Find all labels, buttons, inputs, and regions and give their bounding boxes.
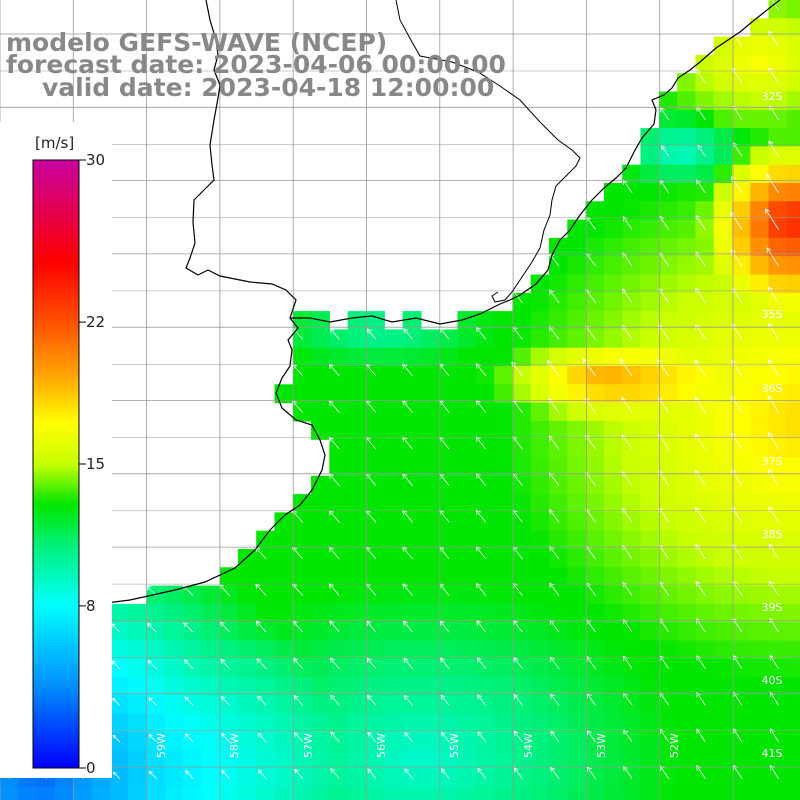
- colorbar-unit: [m/s]: [35, 134, 74, 152]
- lon-label: 57W: [302, 733, 315, 758]
- inland-boundary: [395, 0, 581, 303]
- lon-label: 58W: [228, 733, 241, 758]
- lat-label: 38S: [762, 528, 783, 541]
- lat-label: 39S: [762, 601, 783, 614]
- valid-date: valid date: 2023-04-18 12:00:00: [42, 73, 495, 102]
- colorbar-tick: 30: [86, 151, 105, 169]
- lon-label: 59W: [155, 733, 168, 758]
- lat-label: 36S: [762, 382, 783, 395]
- lon-label: 60W: [82, 733, 95, 758]
- longitude-labels: 61W 60W 59W 58W 57W 56W 55W 54W 53W 52W: [8, 733, 681, 758]
- colorbar-tick: 8: [86, 597, 96, 615]
- forecast-date: forecast date: 2023-04-06 00:00:00: [6, 50, 506, 79]
- lat-label: 32S: [762, 90, 783, 103]
- colorbar: [m/s] 30 22 15 8 0: [0, 122, 112, 778]
- lat-label: 40S: [762, 674, 783, 687]
- lat-label: 41S: [762, 747, 783, 760]
- coastline-uruguay: [290, 0, 781, 325]
- model-title: modelo GEFS-WAVE (NCEP): [6, 28, 388, 57]
- lat-label: 37S: [762, 455, 783, 468]
- lon-label: 53W: [595, 733, 608, 758]
- latitude-labels: 32S 35S 36S 37S 38S 39S 40S 41S: [762, 90, 783, 760]
- lat-label: 35S: [762, 308, 783, 321]
- lon-label: 55W: [448, 733, 461, 758]
- coastline: [0, 0, 326, 611]
- colorbar-tick: 0: [86, 759, 96, 777]
- lon-label: 54W: [522, 733, 535, 758]
- lon-label: 61W: [8, 733, 21, 758]
- colorbar-tick: 22: [86, 313, 105, 331]
- lon-label: 52W: [668, 733, 681, 758]
- lon-label: 56W: [375, 733, 388, 758]
- colorbar-tick: 15: [86, 455, 105, 473]
